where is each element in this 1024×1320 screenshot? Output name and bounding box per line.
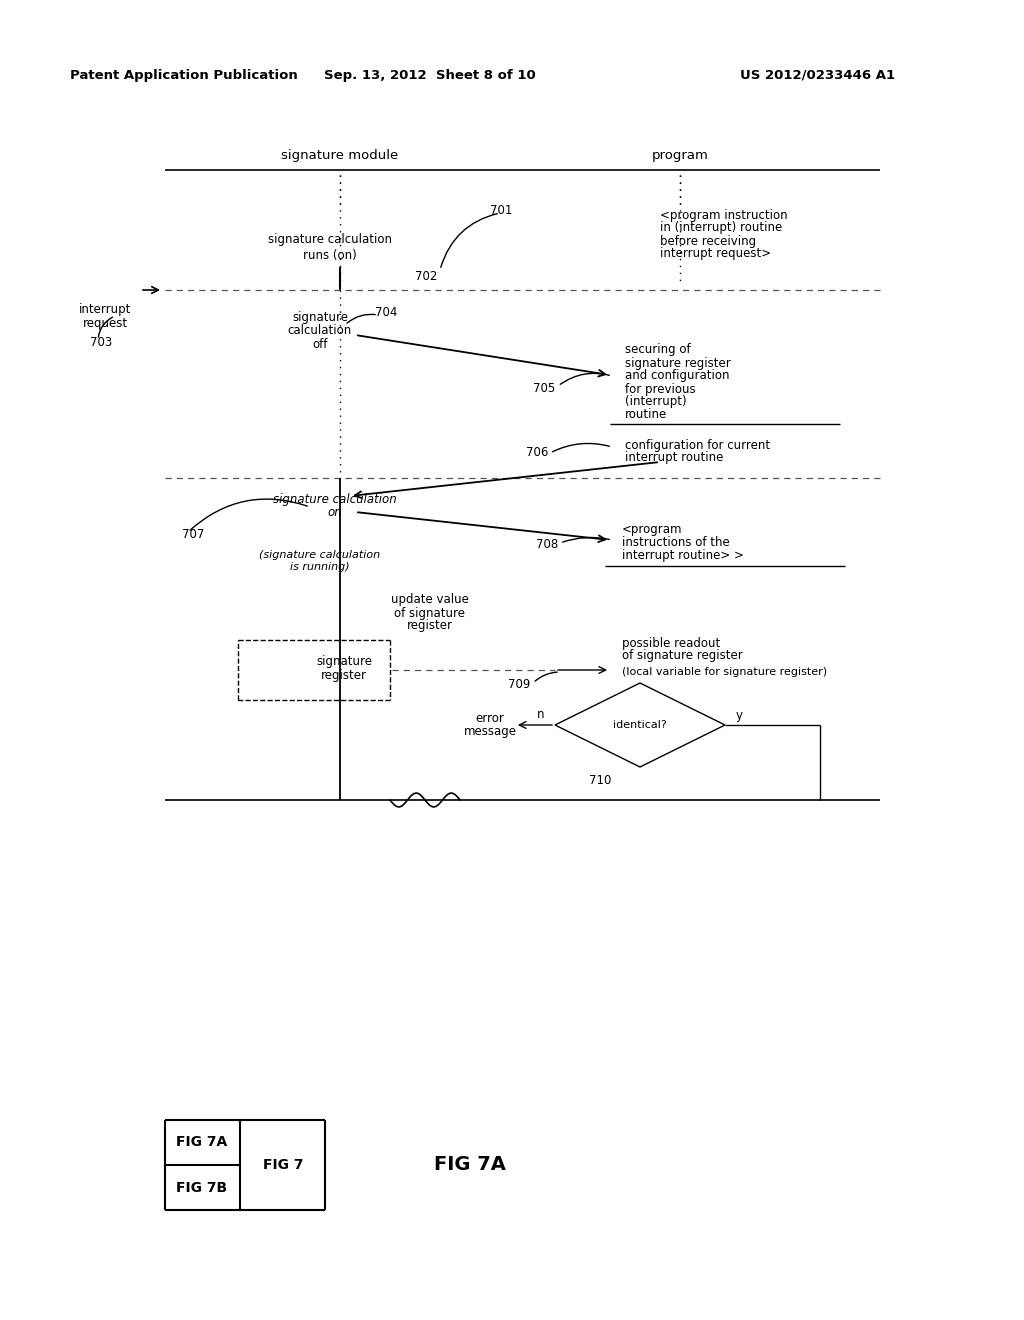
Text: signature: signature (316, 656, 372, 668)
Text: calculation: calculation (288, 325, 352, 338)
Text: possible readout: possible readout (622, 636, 720, 649)
Text: of signature: of signature (394, 606, 466, 619)
Text: before receiving: before receiving (660, 235, 756, 248)
Text: 709: 709 (508, 678, 530, 692)
Text: signature: signature (292, 312, 348, 325)
Text: error: error (475, 711, 505, 725)
Text: 703: 703 (90, 335, 113, 348)
Text: request: request (83, 317, 128, 330)
Text: FIG 7: FIG 7 (263, 1158, 303, 1172)
Polygon shape (555, 682, 725, 767)
Text: routine: routine (625, 408, 668, 421)
Text: register: register (321, 669, 367, 682)
Text: 707: 707 (182, 528, 205, 541)
Text: on: on (328, 507, 342, 520)
Text: instructions of the: instructions of the (622, 536, 730, 549)
Text: program: program (651, 149, 709, 161)
Text: of signature register: of signature register (622, 649, 742, 663)
Text: signature module: signature module (282, 149, 398, 161)
Text: (interrupt): (interrupt) (625, 396, 687, 408)
Text: configuration for current: configuration for current (625, 438, 770, 451)
Text: for previous: for previous (625, 383, 695, 396)
Text: securing of: securing of (625, 343, 690, 356)
Text: off: off (312, 338, 328, 351)
Text: 710: 710 (589, 774, 611, 787)
Text: interrupt routine> >: interrupt routine> > (622, 549, 743, 562)
Text: FIG 7A: FIG 7A (176, 1135, 227, 1150)
Text: signature calculation: signature calculation (268, 234, 392, 247)
Text: in (interrupt) routine: in (interrupt) routine (660, 222, 782, 235)
Text: interrupt request>: interrupt request> (660, 248, 771, 260)
Text: 706: 706 (525, 446, 548, 459)
Text: update value: update value (391, 594, 469, 606)
Text: FIG 7A: FIG 7A (434, 1155, 506, 1175)
Text: identical?: identical? (613, 719, 667, 730)
Text: signature calculation: signature calculation (273, 494, 397, 507)
Text: interrupt routine: interrupt routine (625, 451, 723, 465)
Text: 701: 701 (490, 203, 512, 216)
Text: runs (on): runs (on) (303, 248, 357, 261)
Text: register: register (407, 619, 453, 632)
Text: 704: 704 (375, 306, 397, 319)
Text: 708: 708 (536, 537, 558, 550)
Text: US 2012/0233446 A1: US 2012/0233446 A1 (740, 69, 895, 82)
Text: and configuration: and configuration (625, 370, 729, 383)
Text: n: n (538, 709, 545, 722)
Text: (signature calculation: (signature calculation (259, 550, 381, 560)
Text: <program instruction: <program instruction (660, 209, 787, 222)
Text: interrupt: interrupt (79, 304, 131, 317)
Text: 702: 702 (415, 271, 437, 284)
Text: 705: 705 (532, 381, 555, 395)
Text: is running): is running) (290, 562, 350, 572)
Text: Patent Application Publication: Patent Application Publication (70, 69, 298, 82)
Text: signature register: signature register (625, 356, 731, 370)
Text: (local variable for signature register): (local variable for signature register) (622, 667, 827, 677)
Text: Sep. 13, 2012  Sheet 8 of 10: Sep. 13, 2012 Sheet 8 of 10 (325, 69, 536, 82)
Text: <program: <program (622, 524, 683, 536)
Text: y: y (735, 709, 742, 722)
Text: message: message (464, 725, 516, 738)
Text: FIG 7B: FIG 7B (176, 1180, 227, 1195)
